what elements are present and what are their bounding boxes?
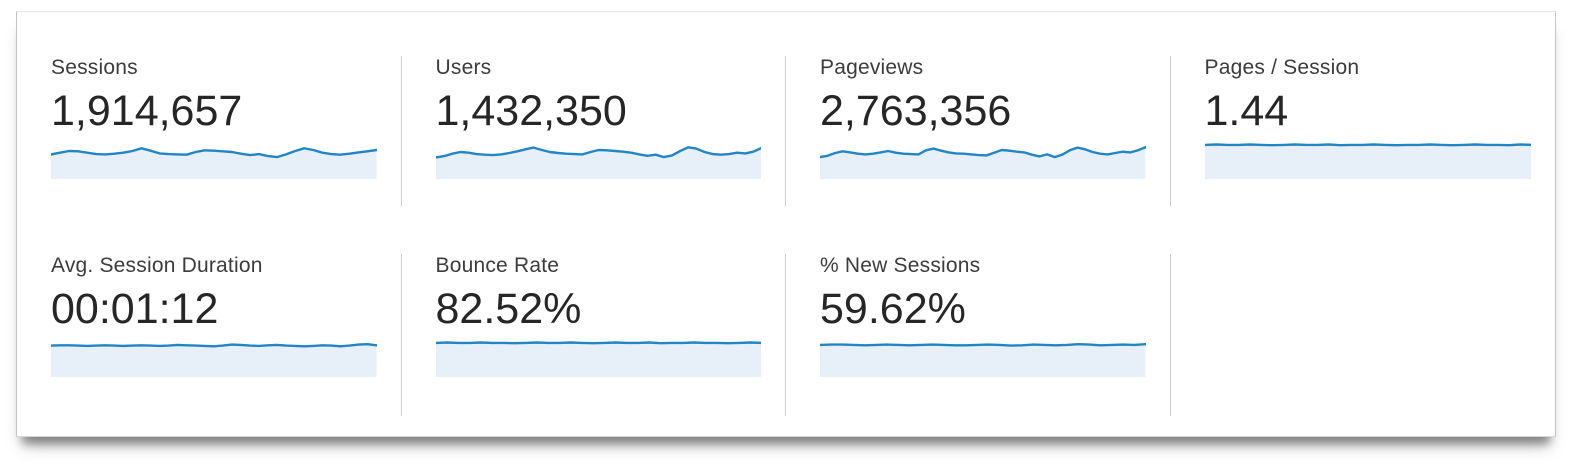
avg-session-duration-sparkline-chart (51, 343, 377, 378)
new-sessions-sparkline-chart (820, 343, 1146, 378)
metric-value: 59.62% (820, 285, 966, 333)
metric-value: 82.52% (435, 285, 582, 333)
metric-label: Sessions (51, 56, 138, 79)
pageviews-sparkline-chart (820, 146, 1146, 180)
metric-label: Users (435, 56, 492, 79)
metric-card-pages-per-session[interactable]: Pages / Session 1.44 (1171, 56, 1556, 206)
bounce-rate-sparkline-chart (435, 341, 761, 378)
metric-value: 1,432,350 (435, 87, 627, 135)
metric-value: 1.44 (1204, 87, 1289, 135)
analytics-scorecard-panel: Sessions 1,914,657 Users 1,432,350 Pagev… (16, 11, 1556, 437)
metric-card-empty (1171, 254, 1556, 416)
metric-card-avg-session-duration[interactable]: Avg. Session Duration 00:01:12 (17, 254, 402, 416)
metric-label: Pages / Session (1204, 56, 1360, 79)
metric-card-bounce-rate[interactable]: Bounce Rate 82.52% (402, 254, 786, 416)
metric-value: 2,763,356 (820, 87, 1012, 135)
metric-card-new-sessions[interactable]: % New Sessions 59.62% (786, 254, 1171, 416)
metric-label: % New Sessions (820, 254, 981, 277)
metric-card-users[interactable]: Users 1,432,350 (402, 56, 786, 206)
metric-card-pageviews[interactable]: Pageviews 2,763,356 (786, 56, 1171, 206)
metric-value: 1,914,657 (51, 87, 243, 135)
metric-label: Pageviews (820, 56, 924, 79)
sessions-sparkline-chart (51, 147, 377, 180)
metric-value: 00:01:12 (51, 285, 219, 333)
metric-label: Bounce Rate (435, 254, 560, 277)
metric-label: Avg. Session Duration (51, 254, 263, 277)
metrics-grid: Sessions 1,914,657 Users 1,432,350 Pagev… (17, 12, 1555, 416)
metric-card-sessions[interactable]: Sessions 1,914,657 (17, 56, 402, 206)
pages-per-session-sparkline-chart (1204, 143, 1531, 180)
users-sparkline-chart (435, 146, 761, 180)
